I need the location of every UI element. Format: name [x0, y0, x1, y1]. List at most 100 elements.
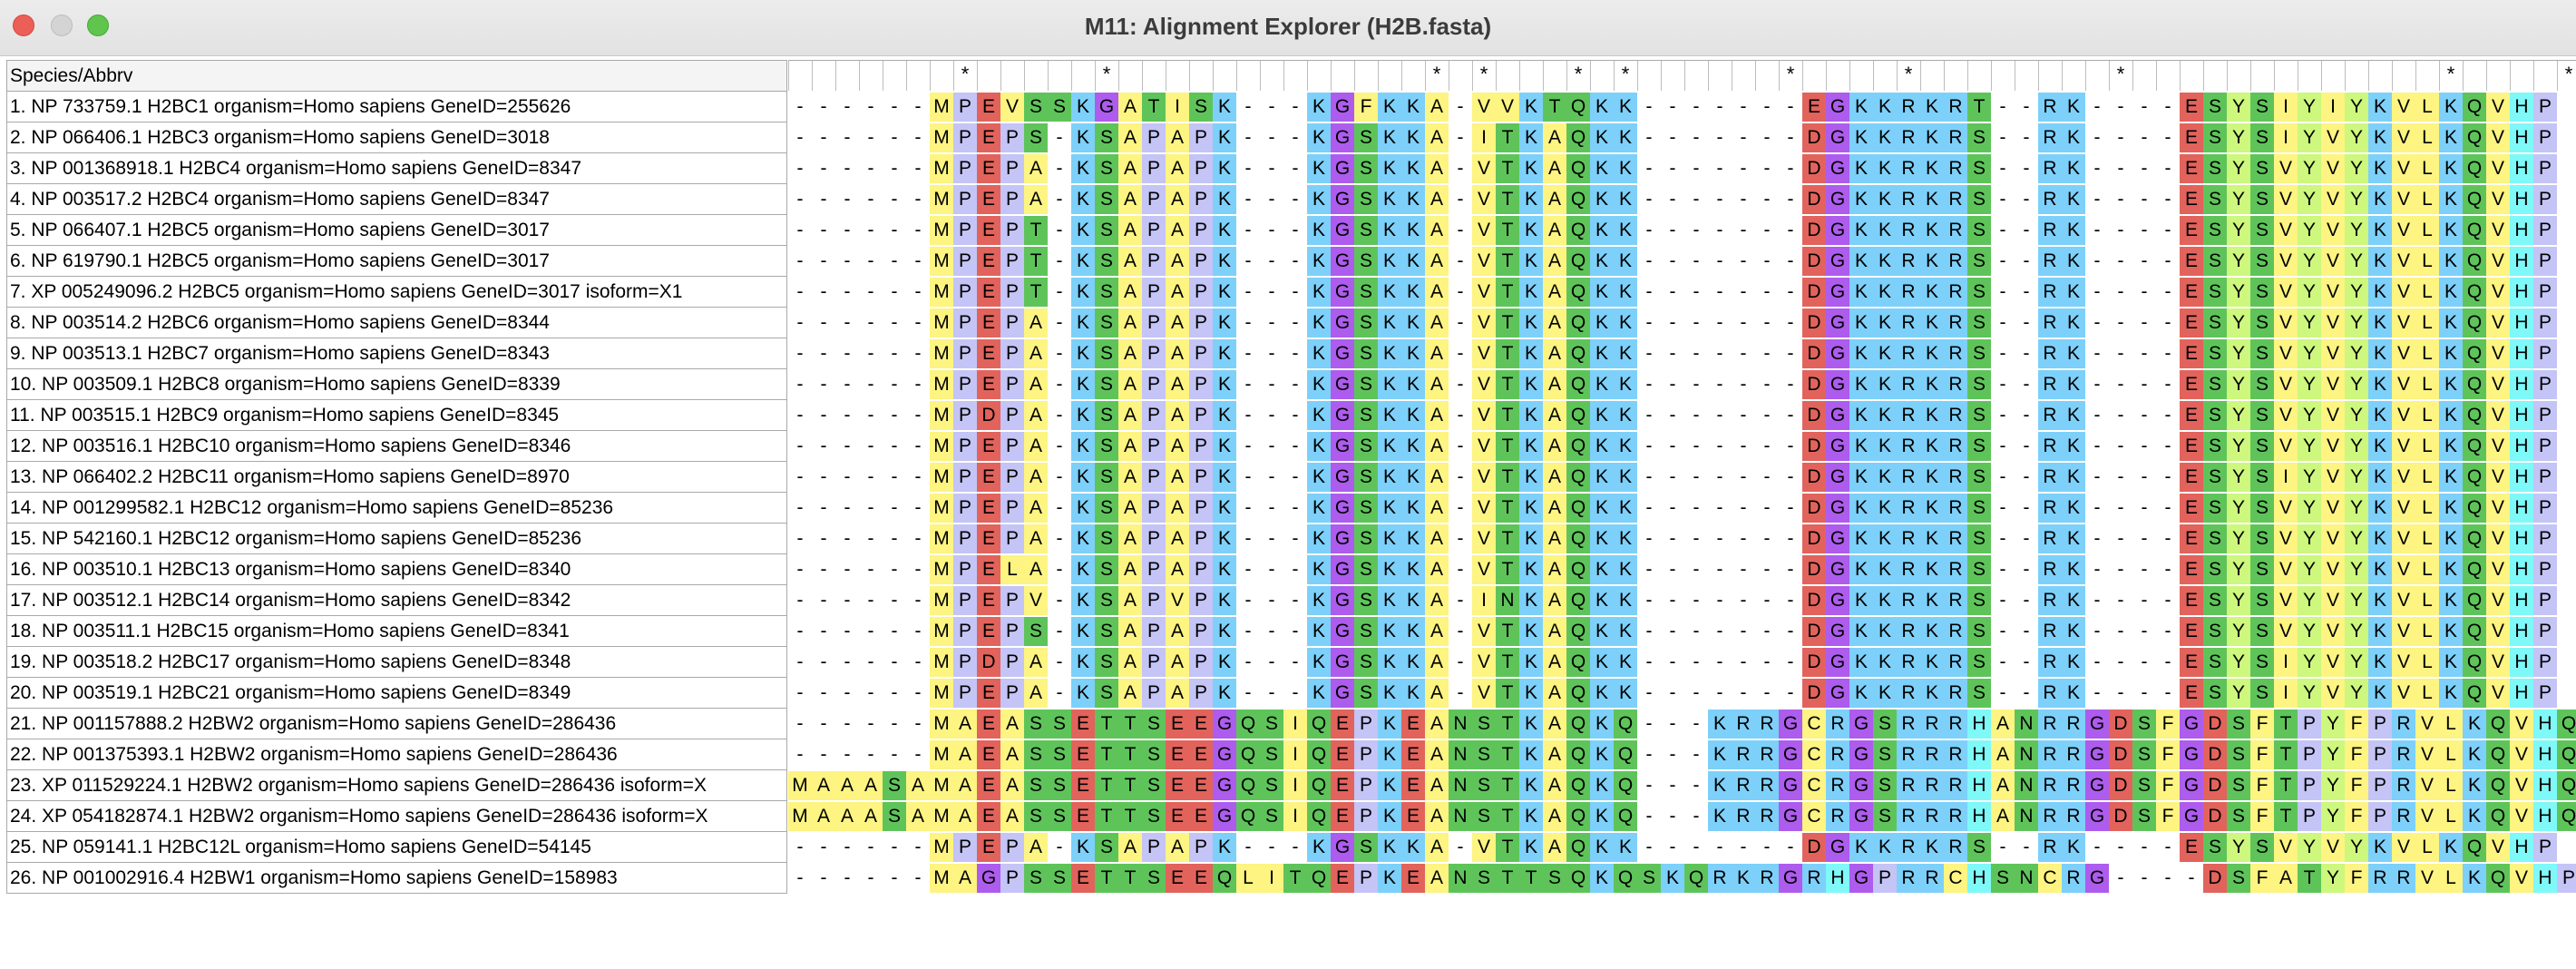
residue-cell[interactable]: F [2250, 771, 2274, 800]
residue-cell[interactable]: S [1354, 401, 1378, 430]
gap-cell[interactable]: - [1457, 436, 1464, 456]
residue-cell[interactable]: S [1873, 710, 1897, 739]
residue-cell[interactable]: K [1378, 555, 1401, 584]
residue-cell[interactable]: E [2180, 463, 2203, 492]
residue-cell[interactable]: K [2062, 154, 2085, 183]
gap-cell[interactable]: - [1645, 837, 1653, 857]
residue-cell[interactable]: Y [2321, 710, 2345, 739]
gap-cell[interactable]: - [1268, 281, 1275, 302]
residue-cell[interactable]: S [1967, 679, 1991, 708]
gap-cell[interactable]: - [1740, 374, 1747, 395]
residue-cell[interactable]: M [930, 463, 953, 492]
residue-cell[interactable]: K [1307, 648, 1331, 677]
residue-cell[interactable]: G [1826, 648, 1849, 677]
gap-cell[interactable]: - [844, 621, 851, 641]
residue-cell[interactable]: C [1802, 771, 1826, 800]
gap-cell[interactable]: - [1787, 158, 1794, 179]
gap-cell[interactable]: - [2117, 281, 2124, 302]
residue-cell[interactable]: A [1024, 339, 1048, 368]
gap-cell[interactable]: - [1787, 436, 1794, 456]
residue-cell[interactable]: T [1496, 308, 1519, 338]
gap-cell[interactable]: - [1292, 436, 1299, 456]
residue-cell[interactable]: E [977, 308, 1000, 338]
residue-cell[interactable]: K [1307, 494, 1331, 523]
residue-cell[interactable]: A [1166, 555, 1189, 584]
gap-cell[interactable]: - [1292, 497, 1299, 518]
residue-cell[interactable]: V [2274, 524, 2298, 553]
residue-cell[interactable]: R [2038, 679, 2062, 708]
residue-cell[interactable]: Q [1566, 740, 1590, 769]
residue-cell[interactable]: S [1967, 586, 1991, 615]
gap-cell[interactable]: - [1244, 651, 1252, 672]
residue-cell[interactable]: S [1095, 524, 1118, 553]
residue-cell[interactable]: Y [2345, 123, 2368, 152]
gap-cell[interactable]: - [1645, 806, 1653, 827]
gap-cell[interactable]: - [2023, 497, 2030, 518]
residue-cell[interactable]: P [2533, 432, 2557, 461]
gap-cell[interactable]: - [2141, 96, 2148, 117]
residue-cell[interactable]: K [2062, 833, 2085, 862]
residue-cell[interactable]: K [1590, 494, 1614, 523]
residue-cell[interactable]: E [977, 710, 1000, 739]
residue-cell[interactable]: R [1897, 771, 1920, 800]
residue-cell[interactable]: Q [1566, 833, 1590, 862]
residue-cell[interactable]: K [1614, 123, 1637, 152]
residue-cell[interactable]: K [1590, 370, 1614, 399]
residue-cell[interactable]: A [1166, 154, 1189, 183]
gap-cell[interactable]: - [820, 405, 827, 426]
gap-cell[interactable]: - [1292, 96, 1299, 117]
residue-cell[interactable]: Y [2321, 771, 2345, 800]
residue-cell[interactable]: F [2250, 710, 2274, 739]
gap-cell[interactable]: - [2093, 466, 2101, 487]
gap-cell[interactable]: - [1669, 590, 1676, 611]
residue-cell[interactable]: A [1425, 524, 1449, 553]
residue-cell[interactable]: K [1590, 154, 1614, 183]
residue-cell[interactable]: L [1236, 864, 1260, 893]
gap-cell[interactable]: - [820, 713, 827, 734]
residue-cell[interactable]: K [1519, 524, 1543, 553]
residue-cell[interactable]: K [1873, 617, 1897, 646]
gap-cell[interactable]: - [1244, 189, 1252, 210]
residue-cell[interactable]: S [2227, 740, 2250, 769]
residue-cell[interactable]: K [2439, 648, 2463, 677]
residue-cell[interactable]: I [1472, 586, 1496, 615]
gap-cell[interactable]: - [2023, 374, 2030, 395]
gap-cell[interactable]: - [1999, 158, 2006, 179]
gap-cell[interactable]: - [1645, 405, 1653, 426]
gap-cell[interactable]: - [1999, 466, 2006, 487]
residue-cell[interactable]: V [2510, 710, 2533, 739]
residue-cell[interactable]: Y [2345, 586, 2368, 615]
gap-cell[interactable]: - [1056, 590, 1063, 611]
residue-cell[interactable]: R [2038, 710, 2062, 739]
residue-cell[interactable]: K [1614, 339, 1637, 368]
residue-cell[interactable]: T [1496, 740, 1519, 769]
residue-cell[interactable]: Q [2463, 154, 2486, 183]
residue-cell[interactable]: S [2132, 710, 2156, 739]
gap-cell[interactable]: - [1763, 96, 1771, 117]
gap-cell[interactable]: - [844, 744, 851, 765]
residue-cell[interactable]: S [1095, 555, 1118, 584]
residue-cell[interactable]: H [1967, 771, 1991, 800]
gap-cell[interactable]: - [1056, 405, 1063, 426]
residue-cell[interactable]: T [1095, 864, 1118, 893]
gap-cell[interactable]: - [1763, 651, 1771, 672]
residue-cell[interactable]: V [1496, 93, 1519, 122]
gap-cell[interactable]: - [2093, 189, 2101, 210]
residue-cell[interactable]: V [2274, 247, 2298, 276]
residue-cell[interactable]: K [1920, 432, 1944, 461]
gap-cell[interactable]: - [1999, 405, 2006, 426]
residue-cell[interactable]: K [1849, 524, 1873, 553]
gap-cell[interactable]: - [1787, 374, 1794, 395]
gap-cell[interactable]: - [867, 189, 874, 210]
residue-cell[interactable]: A [1543, 586, 1566, 615]
gap-cell[interactable]: - [1999, 250, 2006, 271]
residue-cell[interactable]: K [1614, 524, 1637, 553]
gap-cell[interactable]: - [1763, 837, 1771, 857]
residue-cell[interactable]: Q [1566, 278, 1590, 307]
gap-cell[interactable]: - [1669, 405, 1676, 426]
residue-cell[interactable]: L [2415, 370, 2439, 399]
residue-cell[interactable]: R [1826, 771, 1849, 800]
gap-cell[interactable]: - [796, 281, 804, 302]
residue-cell[interactable]: R [1944, 278, 1967, 307]
